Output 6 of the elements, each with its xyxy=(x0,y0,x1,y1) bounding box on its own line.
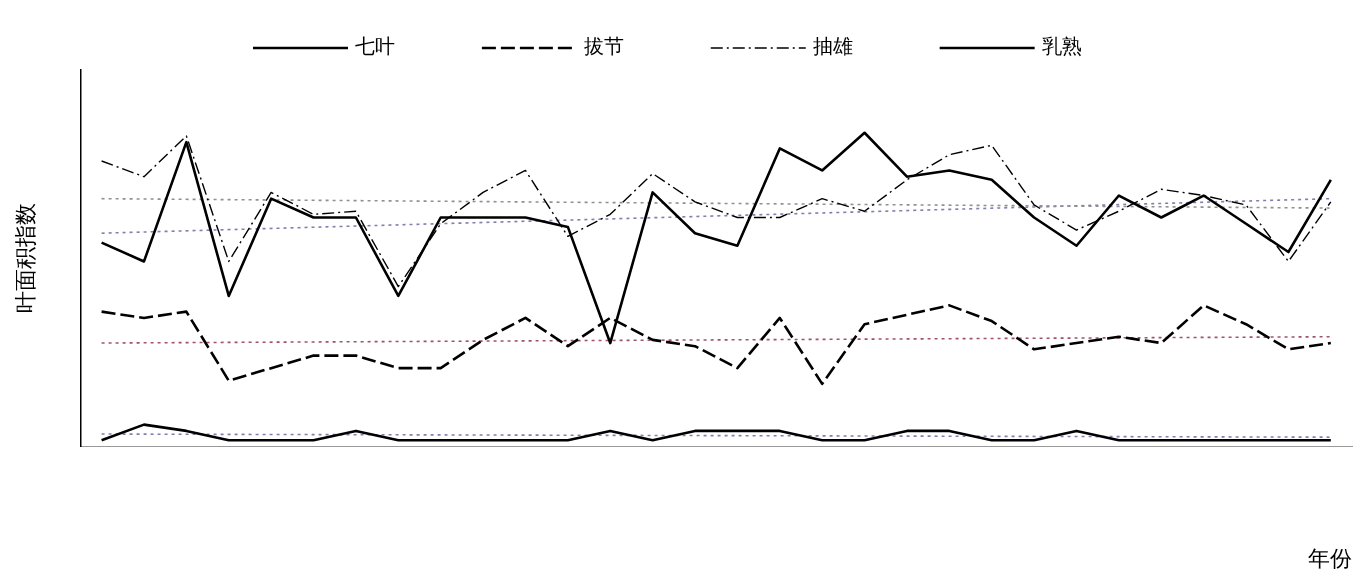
legend-label: 抽雄 xyxy=(812,34,853,59)
x-axis-title: 年份 xyxy=(1308,545,1352,571)
legend-label: 七叶 xyxy=(354,34,395,59)
legend-label: 拔节 xyxy=(583,34,624,59)
y-axis-title: 叶面积指数 xyxy=(12,203,38,314)
legend-label: 乳熟 xyxy=(1041,34,1082,59)
